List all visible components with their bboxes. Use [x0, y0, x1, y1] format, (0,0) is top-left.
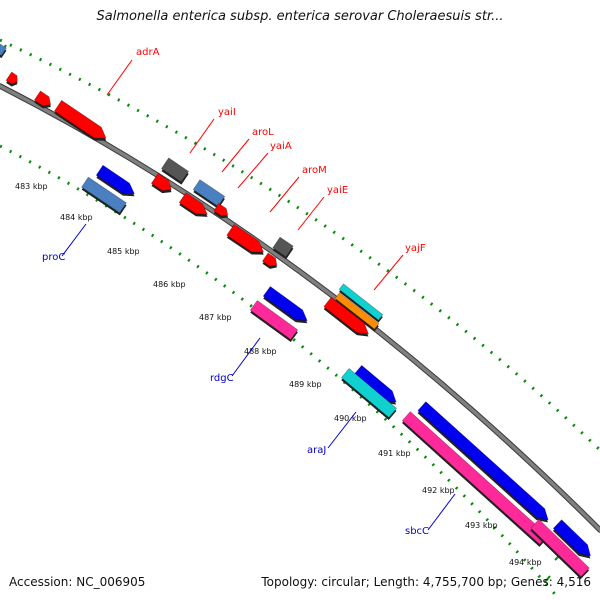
gene-label-yaiA: yaiA	[270, 141, 292, 152]
gene-body	[33, 90, 51, 107]
gene-body	[272, 236, 294, 258]
gene-arrow	[226, 224, 265, 255]
major-tick	[544, 575, 551, 583]
gene-body	[150, 173, 172, 191]
gene-arrow	[401, 411, 549, 547]
gene-body	[401, 411, 549, 545]
gene-leader-line	[237, 152, 269, 189]
gene-body	[53, 99, 107, 139]
gene-label-adrA: adrA	[136, 47, 160, 58]
gene-arrow	[323, 296, 369, 337]
gene-label-yajF: yajF	[405, 243, 426, 254]
gene-body	[261, 252, 278, 267]
gene-body	[353, 364, 397, 403]
map-title: Salmonella enterica subsp. enterica sero…	[96, 9, 504, 24]
gene-arrow	[33, 90, 51, 109]
gene-arrow	[161, 157, 189, 185]
gene-arrow	[353, 364, 397, 405]
gene-leader-line	[106, 59, 133, 96]
gene-body	[249, 300, 299, 340]
gene-arrow	[262, 286, 308, 324]
gene-label-aroM: aroM	[302, 165, 327, 176]
gene-body	[5, 71, 18, 85]
gene-arrow	[338, 283, 384, 323]
gene-arrow	[178, 192, 208, 217]
gene-body	[417, 401, 549, 521]
gene-body	[0, 39, 7, 57]
gene-leader-line	[269, 176, 300, 213]
genes	[0, 39, 591, 580]
gene-body	[323, 296, 369, 335]
gene-label-aroL: aroL	[252, 127, 274, 138]
gene-arrow	[334, 292, 380, 332]
gene-leader-line	[327, 411, 357, 449]
gene-arrow	[340, 368, 398, 421]
gene-arrow	[261, 252, 278, 269]
gene-label-sbcC: sbcC	[405, 526, 429, 537]
gene-leader-line	[427, 493, 456, 531]
gene-arrow	[81, 176, 127, 216]
scale-label: 491 kbp	[378, 449, 411, 458]
scale-label: 484 kbp	[60, 213, 93, 222]
gene-body	[334, 292, 380, 330]
gene-leader-line	[231, 337, 261, 377]
scale-label: 488 kbp	[244, 347, 277, 356]
scale-labels: 483 kbp 484 kbp 485 kbp 486 kbp 487 kbp 488 k…	[15, 182, 542, 567]
scale-label: 489 kbp	[289, 380, 322, 389]
gene-body	[262, 286, 308, 322]
gene-body	[340, 368, 398, 418]
gene-leader-line	[221, 138, 250, 173]
scale-label: 487 kbp	[199, 313, 232, 322]
gene-body	[338, 283, 384, 321]
gene-body	[81, 176, 127, 214]
gene-body	[95, 164, 135, 195]
gene-label-proC: proC	[42, 252, 65, 263]
scale-label: 493 kbp	[465, 521, 498, 530]
gene-arrow	[0, 39, 7, 59]
gene-label-yaiE: yaiE	[327, 185, 348, 196]
gene-body	[226, 224, 265, 253]
gene-arrow	[5, 71, 18, 87]
scale-label: 492 kbp	[422, 486, 455, 495]
gene-arrow	[272, 236, 294, 260]
gene-leader-line	[189, 118, 215, 154]
topology-summary: Topology: circular; Length: 4,755,700 bp…	[261, 575, 591, 589]
gene-body	[552, 519, 591, 557]
gene-arrow	[417, 401, 549, 523]
gene-label-rdgC: rdgC	[210, 373, 234, 384]
scale-label: 486 kbp	[153, 280, 186, 289]
gene-label-araJ: araJ	[307, 445, 326, 456]
gene-arrow	[249, 300, 299, 343]
gene-shadow	[0, 42, 7, 59]
gene-body	[213, 202, 229, 217]
gene-body	[161, 157, 189, 183]
gene-leader-line	[373, 254, 404, 291]
scale-label: 483 kbp	[15, 182, 48, 191]
accession-text: Accession: NC_006905	[9, 575, 146, 589]
gene-label-yaiI: yaiI	[218, 107, 236, 118]
scale-label: 490 kbp	[334, 414, 367, 423]
gene-arrow	[95, 164, 135, 197]
gene-leader-line	[61, 223, 87, 257]
gene-arrow	[552, 519, 591, 559]
gene-arrow	[150, 173, 172, 194]
gene-body	[530, 518, 590, 578]
gene-leader-line	[297, 196, 325, 231]
gene-arrow	[213, 202, 229, 219]
gene-arrow	[530, 518, 590, 580]
scale-label: 494 kbp	[509, 558, 542, 567]
scale-label: 485 kbp	[107, 247, 140, 256]
gene-arrow	[53, 99, 107, 141]
gene-body	[178, 192, 208, 215]
